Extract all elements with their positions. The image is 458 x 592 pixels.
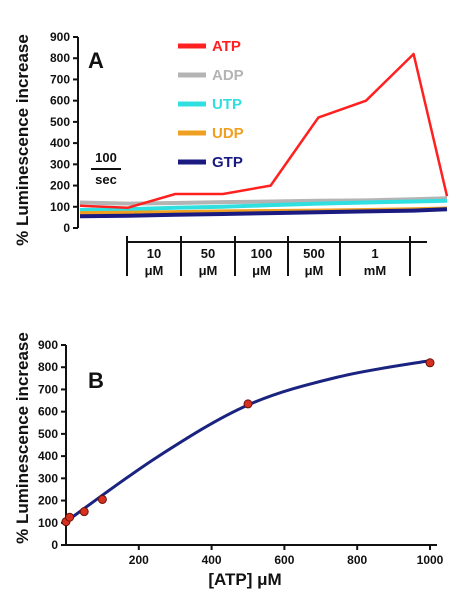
concentration-unit: mM bbox=[364, 263, 386, 278]
panel-b-label: B bbox=[88, 368, 104, 393]
panel-b-y-tick-label: 900 bbox=[38, 338, 58, 352]
legend-label-gtp: GTP bbox=[212, 154, 243, 171]
panel-a-y-tick-label: 0 bbox=[63, 221, 70, 235]
data-point bbox=[65, 512, 75, 522]
panel-b-y-tick-label: 800 bbox=[38, 360, 58, 374]
legend-label-utp: UTP bbox=[212, 96, 242, 113]
panel-b-y-tick-label: 200 bbox=[38, 494, 58, 508]
panel-b-x-axis-label: [ATP] μM bbox=[208, 570, 281, 589]
panel-b-x-ticks: 200 400 600 800 1000 bbox=[129, 545, 444, 567]
panel-b: % Luminescence increase 0 100 200 300 400 500… bbox=[13, 332, 444, 589]
legend-label-atp: ATP bbox=[212, 38, 241, 55]
concentration-unit: μM bbox=[145, 263, 164, 278]
panel-b-y-tick-label: 700 bbox=[38, 382, 58, 396]
scale-bar-value: 100 bbox=[95, 150, 117, 165]
panel-b-y-axis-label: % Luminescence increase bbox=[13, 332, 32, 544]
data-point bbox=[425, 358, 435, 368]
panel-b-x-tick-label: 200 bbox=[129, 553, 149, 567]
panel-b-y-tick-label: 300 bbox=[38, 471, 58, 485]
panel-a: % Luminescence increase 0100200300400500… bbox=[13, 30, 449, 278]
series-atp-line bbox=[79, 52, 449, 210]
panel-a-legend: ATP ADP UTP UDP GTP bbox=[178, 38, 244, 171]
panel-b-x-tick-label: 1000 bbox=[417, 553, 444, 567]
panel-a-y-tick-label: 500 bbox=[50, 115, 70, 129]
concentration-value: 500 bbox=[303, 246, 325, 261]
panel-b-y-tick-label: 0 bbox=[51, 538, 58, 552]
panel-a-y-tick-label: 200 bbox=[50, 179, 70, 193]
time-scale-bar: 100 sec bbox=[91, 150, 121, 187]
series-utp-line bbox=[79, 198, 448, 212]
panel-a-y-tick-label: 800 bbox=[50, 51, 70, 65]
legend-label-adp: ADP bbox=[212, 67, 244, 84]
concentration-unit: μM bbox=[199, 263, 218, 278]
concentration-steps: 10 μM 50 μM 100 μM 500 μM 1 mM bbox=[126, 236, 427, 278]
legend-label-udp: UDP bbox=[212, 125, 244, 142]
scale-bar-unit: sec bbox=[95, 172, 117, 187]
panel-b-x-tick-label: 800 bbox=[347, 553, 367, 567]
panel-a-y-tick-label: 600 bbox=[50, 94, 70, 108]
series-gtp-line bbox=[79, 207, 448, 219]
panel-b-y-ticks: 0 100 200 300 400 500 600 700 800 900 bbox=[38, 338, 66, 552]
panel-a-series bbox=[79, 52, 449, 219]
panel-a-y-tick-label: 100 bbox=[50, 200, 70, 214]
panel-b-y-tick-label: 600 bbox=[38, 405, 58, 419]
panel-b-points bbox=[61, 358, 435, 527]
panel-b-y-tick-label: 100 bbox=[38, 516, 58, 530]
panel-a-label: A bbox=[88, 48, 104, 73]
panel-a-y-tick-label: 700 bbox=[50, 72, 70, 86]
fit-curve bbox=[65, 359, 431, 523]
panel-b-x-tick-label: 600 bbox=[274, 553, 294, 567]
panel-a-y-tick-label: 400 bbox=[50, 136, 70, 150]
data-point bbox=[97, 494, 107, 504]
panel-b-y-tick-label: 400 bbox=[38, 449, 58, 463]
panel-b-y-tick-label: 500 bbox=[38, 427, 58, 441]
concentration-value: 10 bbox=[147, 246, 161, 261]
concentration-value: 50 bbox=[201, 246, 215, 261]
panel-a-y-ticks: 0 100 200 300 400 500 600 700 800 900 bbox=[50, 30, 78, 235]
panel-a-y-tick-label: 900 bbox=[50, 30, 70, 44]
concentration-value: 1 bbox=[371, 246, 378, 261]
panel-b-x-tick-label: 400 bbox=[202, 553, 222, 567]
data-point bbox=[243, 399, 253, 409]
panel-a-y-tick-label: 300 bbox=[50, 157, 70, 171]
concentration-unit: μM bbox=[305, 263, 324, 278]
data-point bbox=[79, 507, 89, 517]
concentration-value: 100 bbox=[251, 246, 273, 261]
panel-a-y-axis-label: % Luminescence increase bbox=[13, 34, 32, 246]
concentration-unit: μM bbox=[252, 263, 271, 278]
